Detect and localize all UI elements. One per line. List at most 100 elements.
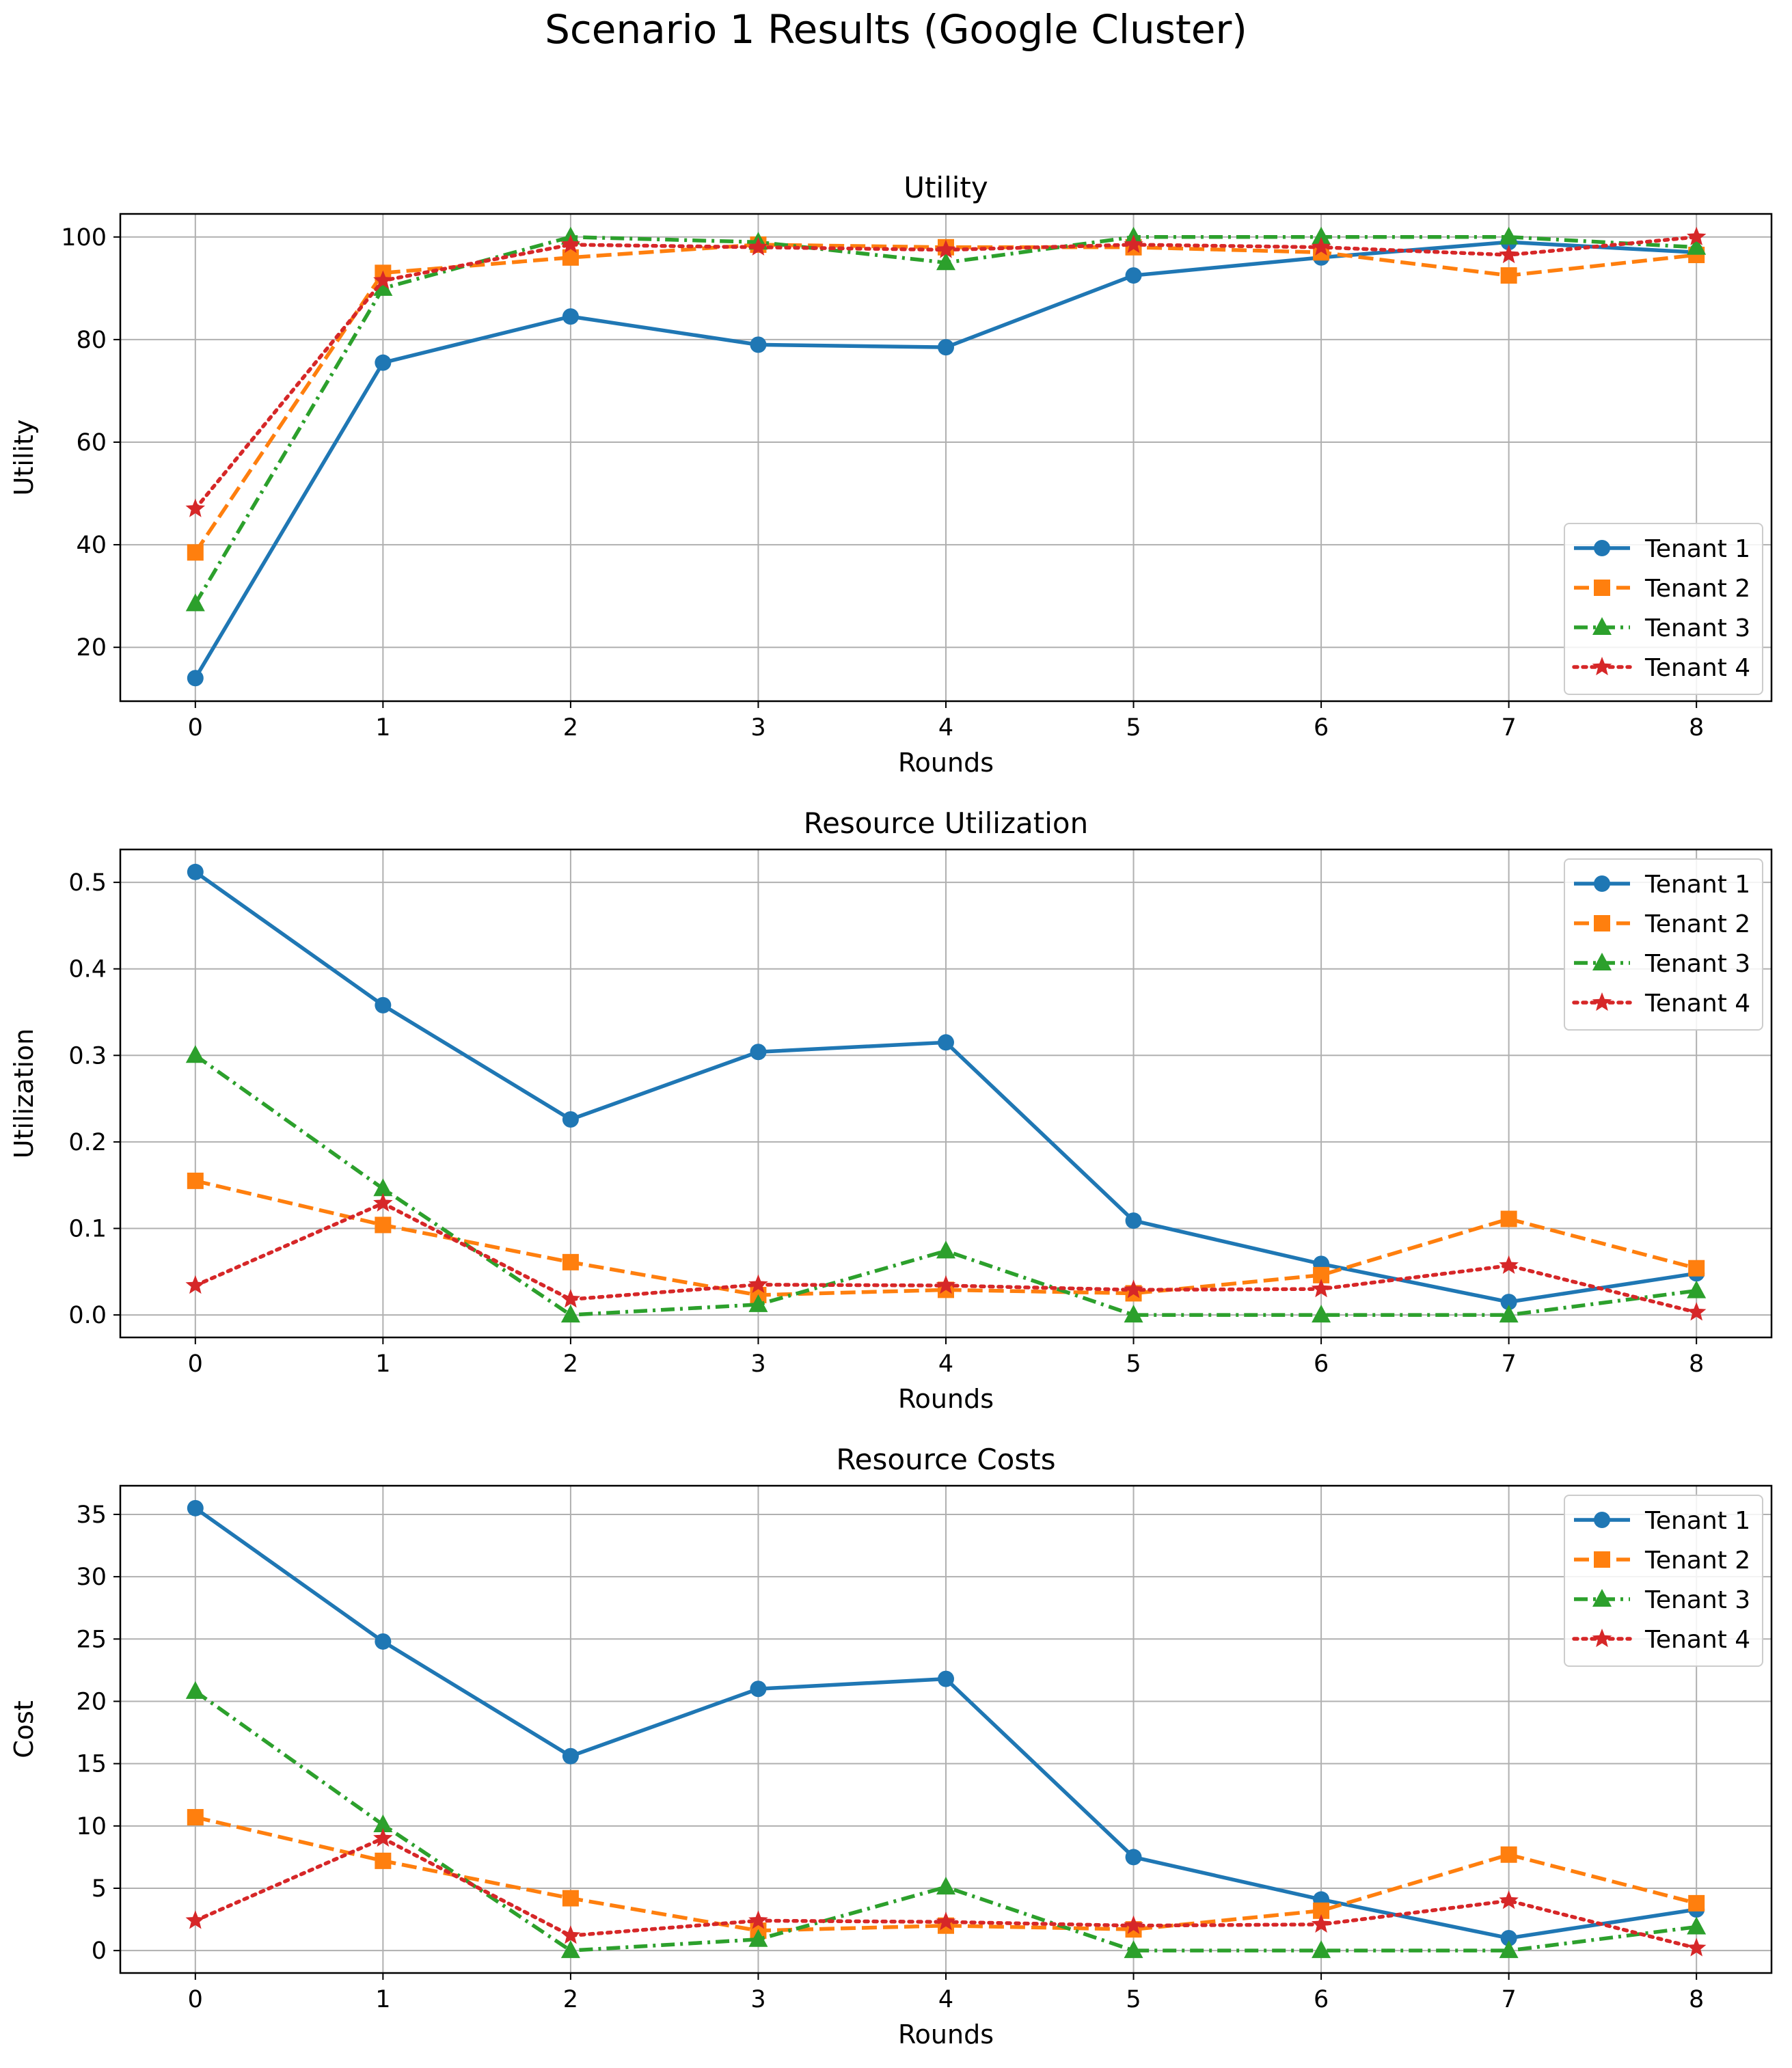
data-point <box>1687 1280 1707 1298</box>
data-point <box>1125 1849 1142 1866</box>
legend-box <box>1564 858 1763 1031</box>
y-tick-label: 0.0 <box>68 1302 107 1329</box>
legend-item: Tenant 4 <box>1572 990 1750 1018</box>
legend-label: Tenant 4 <box>1644 654 1750 682</box>
x-tick-label: 4 <box>938 1986 953 2013</box>
legend-marker <box>1592 1589 1612 1607</box>
data-point <box>1312 226 1331 245</box>
data-point <box>1686 1937 1707 1957</box>
data-point <box>938 339 954 356</box>
x-tick-label: 3 <box>750 1986 765 2013</box>
series-line <box>194 1689 1697 1953</box>
y-tick-label: 30 <box>76 1564 107 1591</box>
legend-label: Tenant 1 <box>1644 1507 1750 1535</box>
legend: Tenant 1 Tenant 2 Tenant 3 Tenant 4 <box>1564 858 1763 1031</box>
data-point <box>938 1670 954 1687</box>
grid <box>120 1486 1771 1973</box>
data-point <box>562 249 579 266</box>
legend-item: Tenant 3 <box>1574 1586 1750 1614</box>
x-tick-label: 8 <box>1689 1986 1704 2013</box>
data-point <box>1311 1914 1331 1933</box>
x-tick-label: 6 <box>1314 1986 1329 2013</box>
series-tenant-4 <box>185 226 1707 517</box>
data-point <box>375 1216 392 1234</box>
x-tick-label: 0 <box>188 1350 203 1378</box>
x-tick-label: 8 <box>1689 1350 1704 1378</box>
data-point <box>562 1111 579 1128</box>
legend-marker <box>1594 1512 1610 1528</box>
y-tick-label: 0.2 <box>68 1129 107 1156</box>
data-point <box>562 1747 579 1765</box>
legend-item: Tenant 2 <box>1574 910 1750 938</box>
data-point <box>560 1940 580 1959</box>
data-point <box>1687 236 1707 255</box>
data-point <box>750 1044 767 1061</box>
x-tick-label: 3 <box>750 714 765 742</box>
data-point <box>560 1289 581 1308</box>
data-point <box>1500 1846 1517 1863</box>
x-tick-label: 7 <box>1501 1986 1516 2013</box>
y-tick-label: 0 <box>92 1937 107 1965</box>
data-point <box>936 1911 956 1931</box>
data-point <box>1124 1940 1143 1959</box>
legend-marker <box>1592 657 1612 676</box>
x-axis-label: Rounds <box>898 2019 994 2050</box>
x-tick-label: 2 <box>563 1986 578 2013</box>
x-axis-label: Rounds <box>898 1384 994 1414</box>
data-point <box>750 1681 767 1698</box>
legend-label: Tenant 3 <box>1644 1586 1750 1614</box>
data-point <box>373 1814 393 1832</box>
data-point <box>187 863 204 880</box>
data-point <box>1500 1929 1517 1946</box>
y-tick-label: 40 <box>76 532 107 559</box>
y-axis-label: Utility <box>9 420 39 496</box>
data-point <box>748 1910 768 1929</box>
legend-marker <box>1592 1629 1612 1648</box>
y-tick-label: 35 <box>76 1501 107 1529</box>
x-tick-label: 1 <box>375 1986 390 2013</box>
data-point <box>1125 1212 1142 1229</box>
data-point <box>1311 236 1331 256</box>
data-point <box>1312 1940 1331 1959</box>
y-tick-label: 0.3 <box>68 1042 107 1070</box>
data-point <box>936 1240 955 1259</box>
data-point <box>748 236 768 256</box>
data-point <box>562 308 579 325</box>
data-point <box>185 1045 205 1063</box>
legend-item: Tenant 3 <box>1574 614 1750 642</box>
data-point <box>748 1294 768 1312</box>
data-point <box>560 234 581 254</box>
chart-title: Utility <box>904 171 988 204</box>
data-point <box>1686 1302 1707 1321</box>
figure-title: Scenario 1 Results (Google Cluster) <box>545 6 1247 53</box>
x-tick-label: 5 <box>1126 1986 1141 2013</box>
data-point <box>1124 1915 1143 1934</box>
series-tenant-3 <box>185 1681 1707 1959</box>
data-point <box>1500 1210 1517 1227</box>
legend-label: Tenant 1 <box>1644 535 1750 563</box>
data-point <box>1686 226 1707 245</box>
x-tick-label: 0 <box>188 714 203 742</box>
x-axis-label: Rounds <box>898 748 994 778</box>
legend-item: Tenant 3 <box>1574 950 1750 978</box>
data-point <box>1500 267 1517 284</box>
data-point <box>1499 1255 1519 1275</box>
series-tenant-4 <box>185 1193 1707 1321</box>
series-tenant-3 <box>185 1045 1707 1323</box>
chart-panel-1: 0 1 2 3 4 5 6 7 8 20 40 60 80 100 Utility Rounds Utility… <box>9 171 1773 778</box>
series-tenant-1 <box>187 1499 1705 1946</box>
x-tick-label: 5 <box>1126 1350 1141 1378</box>
y-tick-label: 80 <box>76 327 107 354</box>
x-tick-label: 4 <box>938 714 953 742</box>
data-point <box>936 239 956 258</box>
legend-label: Tenant 2 <box>1644 910 1750 938</box>
legend-label: Tenant 4 <box>1644 1626 1750 1654</box>
y-tick-label: 0.5 <box>68 869 107 897</box>
legend-item: Tenant 2 <box>1574 575 1750 603</box>
chart-panel-3: 0 1 2 3 4 5 6 7 8 0 5 10 15 20 25 30 35 Resource Costs Rou… <box>9 1443 1773 2050</box>
data-point <box>936 1275 956 1294</box>
y-tick-label: 25 <box>76 1626 107 1653</box>
legend-item: Tenant 1 <box>1574 535 1750 563</box>
legend-marker <box>1594 540 1610 556</box>
legend-item: Tenant 1 <box>1574 1507 1750 1535</box>
